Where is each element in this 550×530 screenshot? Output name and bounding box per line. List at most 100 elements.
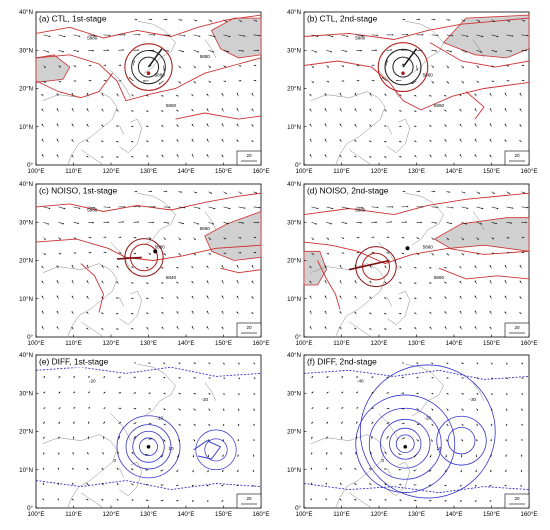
x-tick-label: 110°E — [333, 168, 349, 175]
y-tick-label: 40°N — [19, 181, 33, 188]
wind-vector-head — [403, 437, 405, 439]
wind-vector-head — [253, 424, 255, 426]
panel-title: (a) CTL, 1st-stage — [39, 14, 107, 24]
wind-vector-head — [242, 50, 244, 52]
wind-vector-head — [357, 64, 360, 67]
x-tick-label: 140°E — [178, 511, 195, 518]
wind-vector-head — [339, 280, 342, 282]
wind-vector-head — [161, 125, 163, 127]
wind-vector-head — [420, 49, 423, 52]
wind-vector-head — [238, 393, 240, 395]
wind-vector-head — [89, 64, 92, 67]
wind-vector-head — [414, 282, 416, 284]
wind-vector-head — [56, 295, 59, 298]
wind-vector-head — [131, 468, 133, 471]
panel-b: 5880 5860 5860 20 (b) CTL, 2nd-stage 0° 10°N 20… — [287, 9, 537, 175]
wind-vector-head — [178, 362, 181, 364]
wind-vector-head — [221, 123, 224, 126]
wind-vector-head — [459, 109, 462, 111]
wind-vector-head — [194, 253, 196, 256]
wind-vector-head — [252, 455, 255, 457]
wind-vector-head — [56, 326, 59, 329]
wind-vector-head — [257, 49, 260, 52]
wind-vector-head — [312, 253, 314, 255]
wind-vector-head — [41, 123, 44, 126]
wind-vector-head — [466, 35, 469, 37]
wind-vector-head — [146, 110, 148, 112]
panel-title: (e) DIFF, 1st-stage — [39, 357, 109, 367]
wind-vector-head — [227, 50, 229, 53]
wind-vector-head — [131, 297, 133, 300]
wind-vector-head — [384, 109, 387, 112]
wind-vector-head — [44, 253, 46, 255]
wind-vector-head — [492, 252, 495, 254]
wind-vector-head — [239, 65, 242, 67]
wind-vector-head — [213, 35, 216, 38]
wind-vector-head — [416, 376, 419, 379]
wind-vector-head — [311, 436, 313, 439]
wind-vector-head — [243, 35, 246, 37]
y-tick-label: 30°N — [287, 390, 301, 397]
x-tick-label: 100°E — [28, 168, 45, 175]
wind-vector-head — [519, 312, 521, 314]
wind-vector-head — [42, 467, 45, 470]
wind-vector-head — [405, 49, 408, 51]
wind-vector-head — [208, 439, 210, 442]
wind-vector-head — [209, 253, 211, 255]
reference-vector-box — [504, 322, 530, 338]
wind-vector-head — [131, 94, 133, 96]
wind-vector-head — [146, 140, 148, 143]
panel-title-bg — [36, 355, 135, 368]
panel-e: -20 -10 10 -20 0 20 (e) DIFF, 1st-stage 0° 10°N 2… — [19, 352, 269, 518]
wind-vector-head — [384, 281, 387, 284]
wind-vector-head — [131, 266, 133, 268]
y-tick-label: 0° — [295, 505, 301, 512]
wind-vector-head — [176, 499, 178, 502]
wind-vector-head — [206, 93, 209, 96]
contour-line — [317, 260, 341, 310]
wind-vector-head — [194, 408, 196, 411]
panel-d: 5880 5860 5860 20 (d) NOISO, 2nd-stage 0° 10°N… — [287, 181, 537, 347]
wind-vector-head — [444, 124, 447, 127]
high-pressure-shade — [35, 54, 71, 83]
wind-vector-head — [138, 205, 141, 208]
wind-vector-head — [476, 439, 478, 442]
coastline — [42, 434, 118, 509]
wind-vector-head — [459, 94, 461, 96]
wind-vector-head — [474, 295, 477, 298]
x-tick-label: 140°E — [178, 340, 195, 347]
wind-vector-head — [462, 392, 464, 395]
wind-vector-head — [251, 296, 254, 298]
wind-vector-head — [521, 439, 523, 441]
wind-vector-head — [206, 326, 209, 328]
wind-vector-head — [87, 452, 89, 454]
wind-vector-head — [435, 50, 437, 52]
coastline — [348, 149, 372, 166]
wind-vector-head — [507, 79, 510, 82]
wind-vector-head — [386, 60, 388, 62]
wind-vector-head — [414, 125, 416, 128]
wind-vector-head — [180, 191, 183, 193]
wind-vector-head — [309, 266, 312, 268]
contour-label: -10 — [156, 415, 163, 420]
wind-vector-head — [134, 376, 136, 379]
panel-f: -40 -20 10 -30 0 20 (f) DIFF, 2nd-stage 0° 10°N 2… — [287, 352, 537, 518]
wind-vector-head — [119, 376, 121, 379]
panel-frame — [35, 183, 262, 338]
wind-vector-head — [161, 267, 163, 269]
wind-vector-head — [191, 154, 194, 156]
wind-vector-head — [444, 500, 447, 502]
wind-vector-head — [133, 60, 135, 62]
wind-vector-head — [101, 328, 103, 330]
y-tick-label: 20°N — [19, 258, 33, 265]
wind-vector-head — [398, 468, 401, 471]
wind-vector-head — [191, 326, 194, 328]
vortex-contour — [124, 43, 173, 91]
panel-title-bg — [304, 355, 403, 368]
x-tick-label: 120°E — [103, 340, 120, 347]
wind-vector-head — [107, 221, 110, 224]
vortex-contour — [125, 424, 172, 470]
wind-vector-head — [398, 453, 400, 455]
wind-vector-head — [57, 452, 60, 454]
wind-vector-head — [165, 190, 168, 193]
